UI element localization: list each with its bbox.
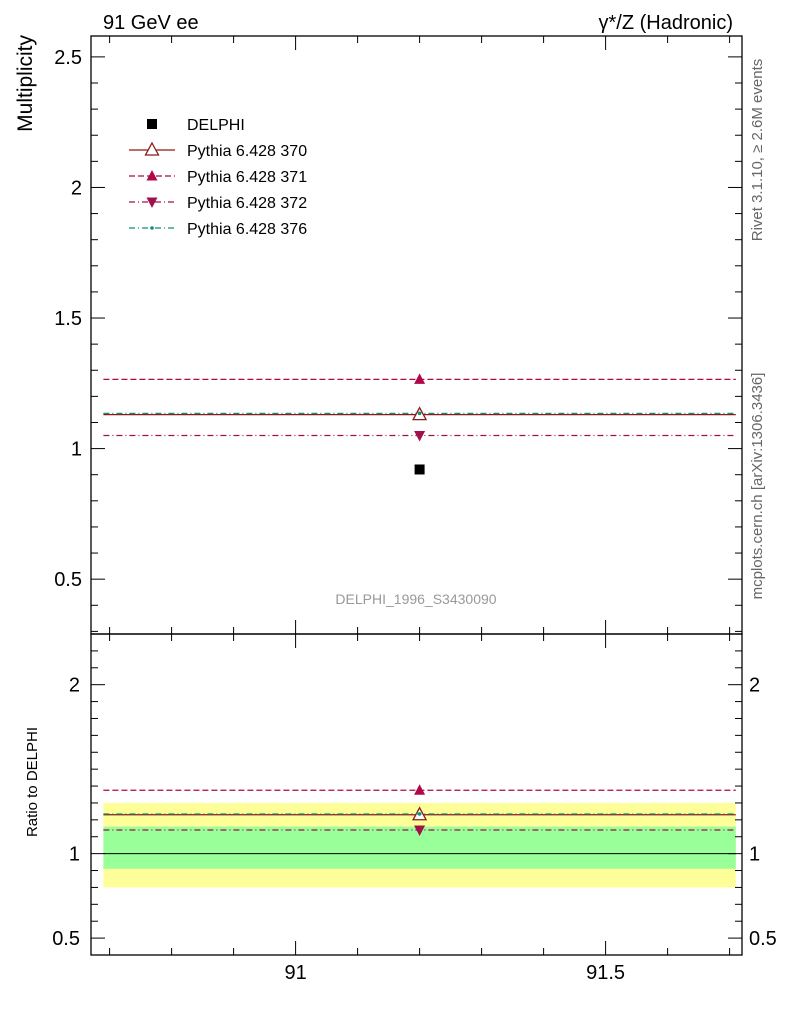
legend-entry: Pythia 6.428 371 — [129, 169, 307, 186]
x-tick-label: 91 — [284, 962, 306, 984]
main-ylabel: Multiplicity — [14, 35, 37, 132]
legend: DELPHI Pythia 6.428 370 Pythia 6.428 371 Py… — [129, 117, 307, 238]
y-tick-label: 1.5 — [54, 308, 82, 330]
y-tick-label: 0.5 — [54, 569, 82, 591]
y-tick-label: 1 — [71, 439, 82, 461]
legend-entry: DELPHI — [147, 117, 245, 134]
legend-entry: Pythia 6.428 376 — [129, 221, 307, 238]
legend-marker-swatch — [147, 119, 157, 129]
rivet-version-text: Rivet 3.1.10, ≥ 2.6M events — [749, 59, 766, 242]
legend-marker-swatch — [150, 226, 154, 230]
legend-entry: Pythia 6.428 370 — [129, 141, 307, 160]
mcplots-text: mcplots.cern.ch [arXiv:1306.3436] — [749, 373, 766, 600]
ratio-y-tick-label: 2 — [69, 675, 80, 697]
legend-marker-swatch — [144, 141, 160, 156]
x-tick-label: 91.5 — [586, 962, 625, 984]
legend-label: Pythia 6.428 376 — [187, 221, 307, 238]
ratio-y-tick-label: 1 — [69, 844, 80, 866]
ratio-plot-frame — [90, 633, 743, 956]
ratio-y-tick-label-right: 1 — [749, 844, 760, 866]
legend-label: Pythia 6.428 372 — [187, 195, 307, 212]
legend-label: Pythia 6.428 371 — [187, 169, 307, 186]
legend-entry: Pythia 6.428 372 — [129, 195, 307, 212]
ratio-y-tick-label-right: 2 — [749, 675, 760, 697]
data-point — [414, 373, 426, 384]
legend-marker-swatch — [146, 170, 158, 181]
ratio-ylabel: Ratio to DELPHI — [24, 727, 41, 837]
y-tick-label: 2 — [71, 177, 82, 199]
ratio-y-tick-label-right: 0.5 — [749, 928, 777, 950]
ratio-point — [414, 784, 426, 795]
ratio-plot-panel: 0.5 0.5 1 1 2 2 91 91.5 — [52, 633, 777, 984]
data-point — [414, 431, 426, 442]
ratio-y-tick-label: 0.5 — [52, 928, 80, 950]
legend-marker-swatch — [146, 197, 158, 208]
legend-label: Pythia 6.428 370 — [187, 143, 307, 160]
data-point — [417, 411, 422, 416]
right-title: γ*/Z (Hadronic) — [599, 12, 733, 34]
data-point — [414, 464, 425, 475]
left-title: 91 GeV ee — [103, 12, 199, 34]
legend-label: DELPHI — [187, 117, 245, 134]
main-plot-panel: 0.5 1 1.5 2 2.5 — [54, 35, 743, 635]
analysis-id-watermark: DELPHI_1996_S3430090 — [335, 591, 496, 607]
ratio-point — [414, 825, 426, 836]
ratio-point — [417, 812, 422, 816]
y-tick-label: 2.5 — [54, 47, 82, 69]
